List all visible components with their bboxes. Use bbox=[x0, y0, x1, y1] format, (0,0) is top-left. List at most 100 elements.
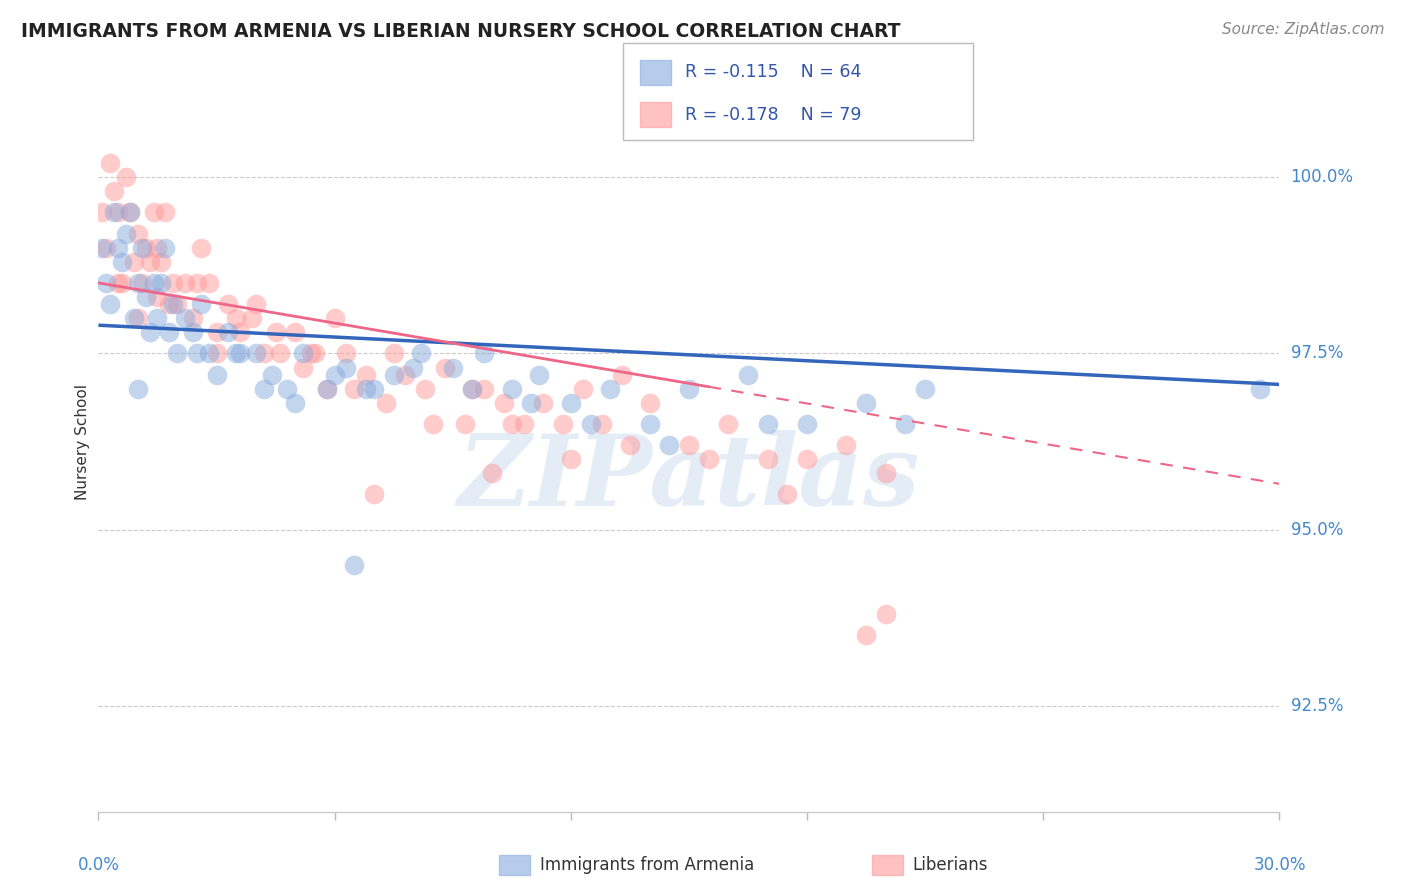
Point bbox=[135, 241, 157, 255]
Point bbox=[571, 382, 593, 396]
Point bbox=[284, 325, 307, 339]
Point bbox=[363, 382, 385, 396]
Point bbox=[264, 325, 287, 339]
Point bbox=[374, 396, 396, 410]
Point bbox=[619, 438, 641, 452]
Point bbox=[433, 360, 456, 375]
Point bbox=[229, 346, 252, 360]
Point bbox=[135, 290, 157, 304]
Point bbox=[245, 297, 267, 311]
Point bbox=[737, 368, 759, 382]
Point bbox=[599, 382, 621, 396]
Point bbox=[796, 417, 818, 431]
Point bbox=[118, 205, 141, 219]
Point bbox=[127, 382, 149, 396]
Point bbox=[122, 311, 145, 326]
Point bbox=[190, 297, 212, 311]
Point bbox=[354, 368, 377, 382]
Point bbox=[162, 276, 184, 290]
Point bbox=[260, 368, 283, 382]
Point bbox=[529, 368, 551, 382]
Point bbox=[678, 382, 700, 396]
Point bbox=[174, 276, 197, 290]
Point bbox=[501, 417, 523, 431]
Point bbox=[481, 467, 503, 481]
Point bbox=[157, 297, 180, 311]
Point bbox=[181, 311, 204, 326]
Point bbox=[142, 205, 165, 219]
Point bbox=[638, 396, 661, 410]
Point bbox=[197, 276, 219, 290]
Point bbox=[142, 276, 165, 290]
Point bbox=[146, 311, 169, 326]
Point bbox=[461, 382, 484, 396]
Text: 100.0%: 100.0% bbox=[1291, 168, 1354, 186]
Point bbox=[245, 346, 267, 360]
Point bbox=[107, 241, 129, 255]
Point bbox=[323, 368, 346, 382]
Point bbox=[131, 276, 153, 290]
Point bbox=[304, 346, 326, 360]
Point bbox=[107, 276, 129, 290]
Text: Source: ZipAtlas.com: Source: ZipAtlas.com bbox=[1222, 22, 1385, 37]
Point bbox=[229, 325, 252, 339]
Text: IMMIGRANTS FROM ARMENIA VS LIBERIAN NURSERY SCHOOL CORRELATION CHART: IMMIGRANTS FROM ARMENIA VS LIBERIAN NURS… bbox=[21, 22, 901, 41]
Point bbox=[186, 276, 208, 290]
Point bbox=[501, 382, 523, 396]
Text: ZIPatlas: ZIPatlas bbox=[458, 430, 920, 527]
Point bbox=[146, 241, 169, 255]
Point bbox=[894, 417, 917, 431]
Point bbox=[127, 227, 149, 241]
Text: 97.5%: 97.5% bbox=[1291, 344, 1343, 362]
Point bbox=[276, 382, 298, 396]
Point bbox=[875, 467, 897, 481]
Point bbox=[914, 382, 936, 396]
Point bbox=[181, 325, 204, 339]
Point bbox=[111, 276, 134, 290]
Point bbox=[560, 396, 582, 410]
Point bbox=[658, 438, 681, 452]
Point bbox=[131, 241, 153, 255]
Point bbox=[796, 452, 818, 467]
Point bbox=[512, 417, 534, 431]
Text: R = -0.178    N = 79: R = -0.178 N = 79 bbox=[685, 105, 862, 123]
Point bbox=[98, 297, 121, 311]
Point bbox=[363, 487, 385, 501]
Point bbox=[217, 297, 239, 311]
Point bbox=[382, 368, 405, 382]
Point bbox=[225, 311, 247, 326]
Point bbox=[855, 396, 877, 410]
Point bbox=[127, 276, 149, 290]
Point bbox=[461, 382, 484, 396]
Point bbox=[253, 346, 276, 360]
Point bbox=[323, 311, 346, 326]
Point bbox=[150, 276, 173, 290]
Point bbox=[855, 628, 877, 642]
Point bbox=[343, 382, 366, 396]
Text: 30.0%: 30.0% bbox=[1253, 856, 1306, 874]
Point bbox=[96, 276, 118, 290]
Point bbox=[835, 438, 858, 452]
Point bbox=[146, 290, 169, 304]
Point bbox=[315, 382, 337, 396]
Point bbox=[579, 417, 602, 431]
Text: Liberians: Liberians bbox=[912, 856, 988, 874]
Text: Immigrants from Armenia: Immigrants from Armenia bbox=[540, 856, 754, 874]
Point bbox=[591, 417, 613, 431]
Point bbox=[411, 346, 433, 360]
Point bbox=[162, 297, 184, 311]
Point bbox=[111, 254, 134, 268]
Point bbox=[122, 254, 145, 268]
Point bbox=[150, 254, 173, 268]
Text: 0.0%: 0.0% bbox=[77, 856, 120, 874]
Point bbox=[155, 205, 177, 219]
Point bbox=[186, 346, 208, 360]
Point bbox=[127, 311, 149, 326]
Point bbox=[166, 346, 188, 360]
Text: R = -0.115    N = 64: R = -0.115 N = 64 bbox=[685, 63, 860, 81]
Point bbox=[335, 360, 357, 375]
Point bbox=[98, 156, 121, 170]
Point bbox=[413, 382, 436, 396]
Point bbox=[492, 396, 515, 410]
Point bbox=[107, 205, 129, 219]
